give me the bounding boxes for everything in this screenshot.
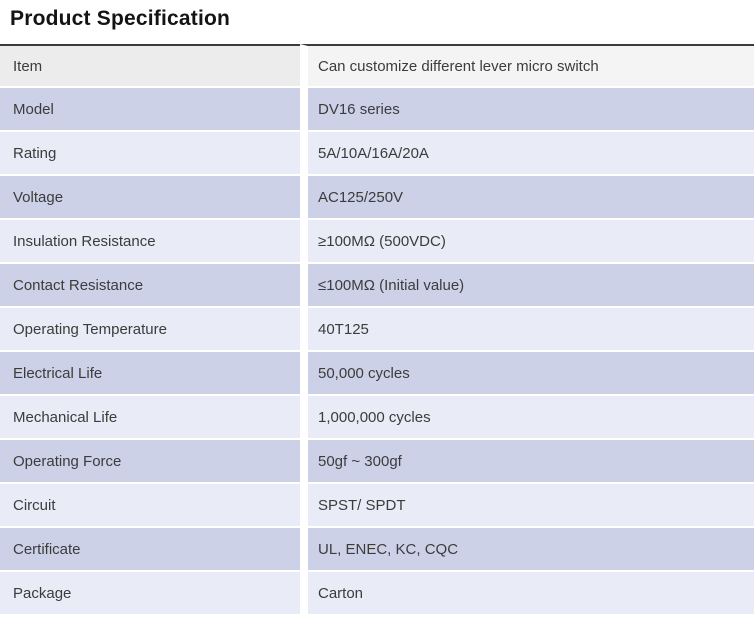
- table-row: Rating 5A/10A/16A/20A: [0, 132, 754, 176]
- spec-value: 1,000,000 cycles: [300, 396, 754, 440]
- spec-value: ≥100MΩ (500VDC): [300, 220, 754, 264]
- table-row: Voltage AC125/250V: [0, 176, 754, 220]
- table-row: Mechanical Life 1,000,000 cycles: [0, 396, 754, 440]
- spec-value: 50,000 cycles: [300, 352, 754, 396]
- table-row: Circuit SPST/ SPDT: [0, 484, 754, 528]
- spec-value: Carton: [300, 572, 754, 616]
- spec-value: 50gf ~ 300gf: [300, 440, 754, 484]
- spec-label: Insulation Resistance: [0, 220, 300, 264]
- table-row: Insulation Resistance ≥100MΩ (500VDC): [0, 220, 754, 264]
- spec-table-body: Item Can customize different lever micro …: [0, 44, 754, 616]
- table-row: Item Can customize different lever micro …: [0, 44, 754, 88]
- table-row: Certificate UL, ENEC, KC, CQC: [0, 528, 754, 572]
- spec-label: Rating: [0, 132, 300, 176]
- spec-label: Circuit: [0, 484, 300, 528]
- spec-value: UL, ENEC, KC, CQC: [300, 528, 754, 572]
- spec-table: Item Can customize different lever micro …: [0, 44, 754, 616]
- spec-label: Model: [0, 88, 300, 132]
- table-row: Electrical Life 50,000 cycles: [0, 352, 754, 396]
- spec-label: Electrical Life: [0, 352, 300, 396]
- table-row: Package Carton: [0, 572, 754, 616]
- table-row: Operating Force 50gf ~ 300gf: [0, 440, 754, 484]
- spec-value: DV16 series: [300, 88, 754, 132]
- table-row: Model DV16 series: [0, 88, 754, 132]
- spec-label: Voltage: [0, 176, 300, 220]
- spec-label: Package: [0, 572, 300, 616]
- spec-label: Contact Resistance: [0, 264, 300, 308]
- spec-label: Operating Temperature: [0, 308, 300, 352]
- spec-label: Item: [0, 44, 300, 88]
- page-title: Product Specification: [10, 7, 231, 30]
- spec-value: Can customize different lever micro swit…: [300, 44, 754, 88]
- spec-value: 40T125: [300, 308, 754, 352]
- table-row: Operating Temperature 40T125: [0, 308, 754, 352]
- spec-value: 5A/10A/16A/20A: [300, 132, 754, 176]
- spec-value: SPST/ SPDT: [300, 484, 754, 528]
- spec-label: Operating Force: [0, 440, 300, 484]
- spec-value: AC125/250V: [300, 176, 754, 220]
- spec-label: Certificate: [0, 528, 300, 572]
- spec-label: Mechanical Life: [0, 396, 300, 440]
- spec-value: ≤100MΩ (Initial value): [300, 264, 754, 308]
- table-row: Contact Resistance ≤100MΩ (Initial value): [0, 264, 754, 308]
